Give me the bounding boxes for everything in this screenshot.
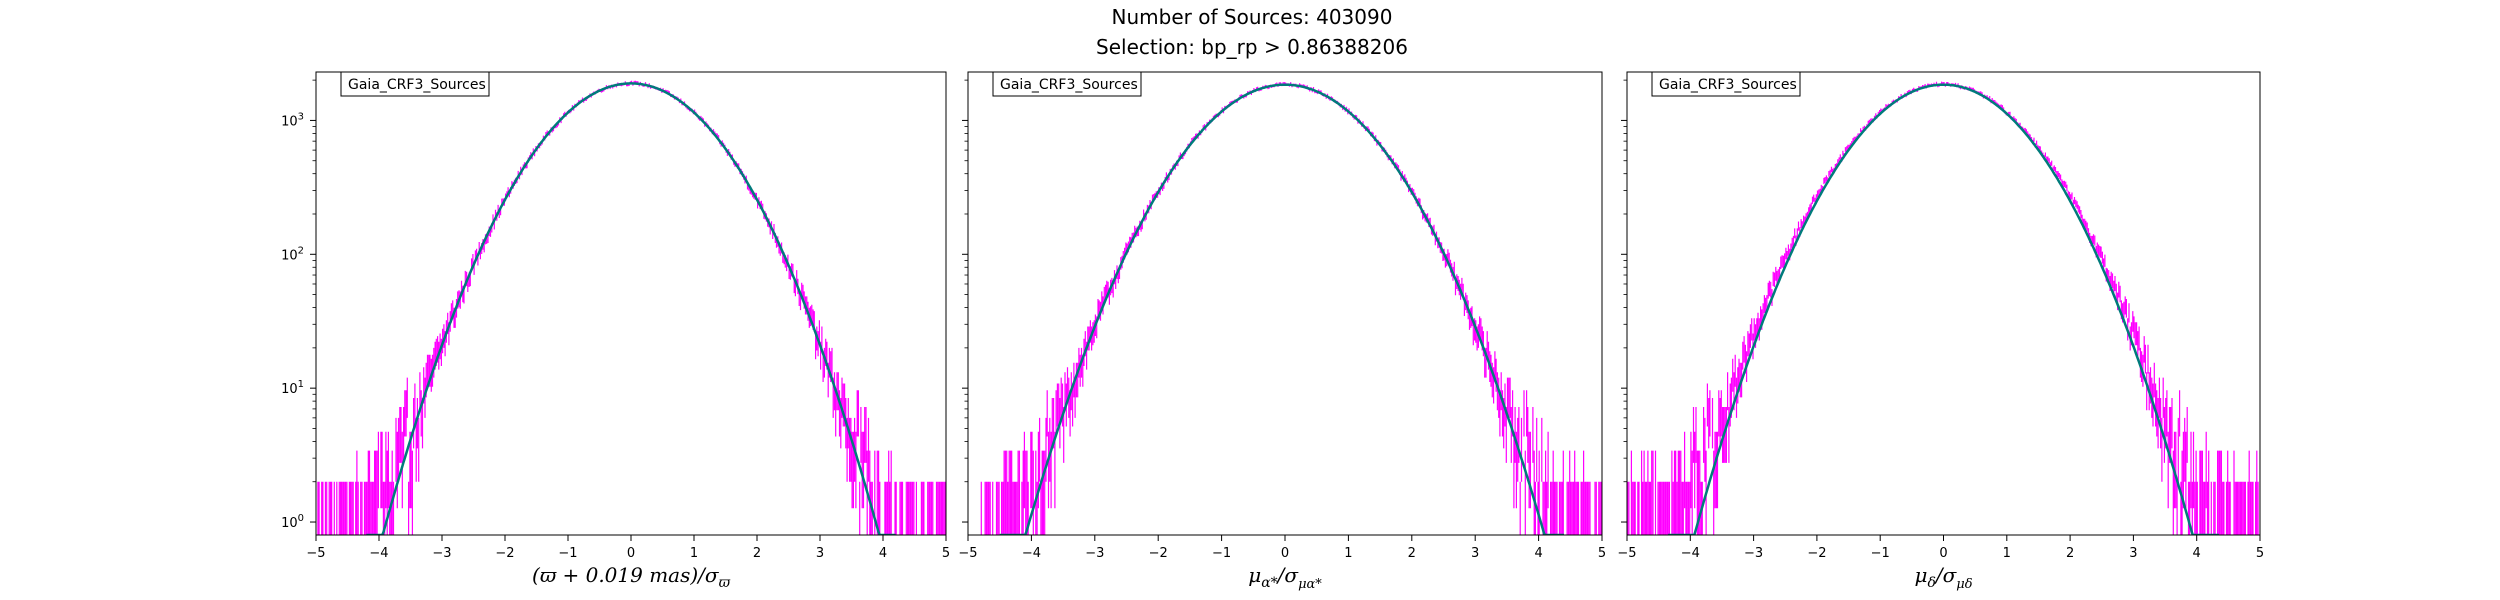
panel-pmra: −5 −4 −3 −2 −1 0 1 2 3 4 5 Gaia_CRF3_Sources μα*/σμα… — [958, 71, 1606, 592]
x-tick-label: 2 — [1408, 546, 1416, 561]
figure-title-line1: Number of Sources: 403090 — [1112, 5, 1393, 29]
y-tick-label: 101 — [281, 379, 304, 397]
x-tick-label: −5 — [1617, 546, 1636, 561]
fit-curve-series — [999, 83, 1564, 535]
x-tick-label: 1 — [690, 546, 698, 561]
panel-pmdec: −5 −4 −3 −2 −1 0 1 2 3 4 5 Gaia_CRF3_Sources μδ/σμδ — [1617, 71, 2264, 592]
x-tick-label: 3 — [816, 546, 824, 561]
x-tick-label: −3 — [1085, 546, 1104, 561]
x-tick-label: −5 — [306, 546, 325, 561]
x-tick-label: −2 — [1807, 546, 1826, 561]
x-axis-label: μα*/σμα* — [1248, 563, 1322, 592]
x-tick-label: 3 — [2129, 546, 2137, 561]
x-tick-label: 0 — [1939, 546, 1947, 561]
legend-box — [1651, 71, 1801, 97]
x-tick-label: −1 — [1212, 546, 1231, 561]
fit-curve-series — [1668, 83, 2219, 535]
x-tick-label: −3 — [1744, 546, 1763, 561]
x-tick-label: −3 — [432, 546, 451, 561]
axes-frame — [1626, 71, 2261, 536]
histogram-series — [980, 82, 1602, 535]
x-tick-label: 4 — [2193, 546, 2201, 561]
x-tick-label: 4 — [1534, 546, 1542, 561]
axes-frame — [967, 71, 1603, 536]
legend-label: Gaia_CRF3_Sources — [1659, 77, 1797, 93]
x-tick-label: 5 — [942, 546, 950, 561]
x-tick-label: 2 — [2066, 546, 2074, 561]
x-tick-label: −1 — [1871, 546, 1890, 561]
x-tick-label: 1 — [1344, 546, 1352, 561]
figure-title-line2: Selection: bp_rp > 0.86388206 — [1096, 35, 1408, 59]
y-tick-label: 100 — [281, 513, 304, 531]
x-tick-label: 5 — [2256, 546, 2264, 561]
x-tick-label: 4 — [879, 546, 887, 561]
x-tick-label: −5 — [958, 546, 977, 561]
histogram-series — [317, 80, 946, 535]
x-tick-label: 3 — [1471, 546, 1479, 561]
x-tick-label: 2 — [753, 546, 761, 561]
panel-parallax: −5 −4 −3 −2 −1 0 1 2 3 4 5 100 101 102 103 Gaia_CRF3_So… — [281, 71, 950, 591]
x-tick-label: 0 — [627, 546, 635, 561]
x-tick-label: −4 — [369, 546, 388, 561]
y-tick-label: 102 — [281, 245, 304, 263]
x-axis-label: μδ/σμδ — [1914, 563, 1972, 592]
x-tick-label: 5 — [1598, 546, 1606, 561]
x-axis-label: (ϖ + 0.019 mas)/σϖ — [532, 563, 731, 591]
legend-box — [340, 71, 490, 97]
y-tick-label: 103 — [281, 111, 304, 129]
x-tick-label: 1 — [2003, 546, 2011, 561]
x-tick-label: −4 — [1681, 546, 1700, 561]
legend-label: Gaia_CRF3_Sources — [1000, 77, 1138, 93]
x-tick-label: −2 — [1149, 546, 1168, 561]
histogram-series — [1627, 81, 2259, 535]
x-tick-label: 0 — [1281, 546, 1289, 561]
legend-box — [992, 71, 1142, 97]
x-tick-label: −2 — [495, 546, 514, 561]
legend-label: Gaia_CRF3_Sources — [348, 77, 486, 93]
x-tick-label: −4 — [1022, 546, 1041, 561]
fit-curve-series — [366, 82, 896, 535]
x-tick-label: −1 — [558, 546, 577, 561]
